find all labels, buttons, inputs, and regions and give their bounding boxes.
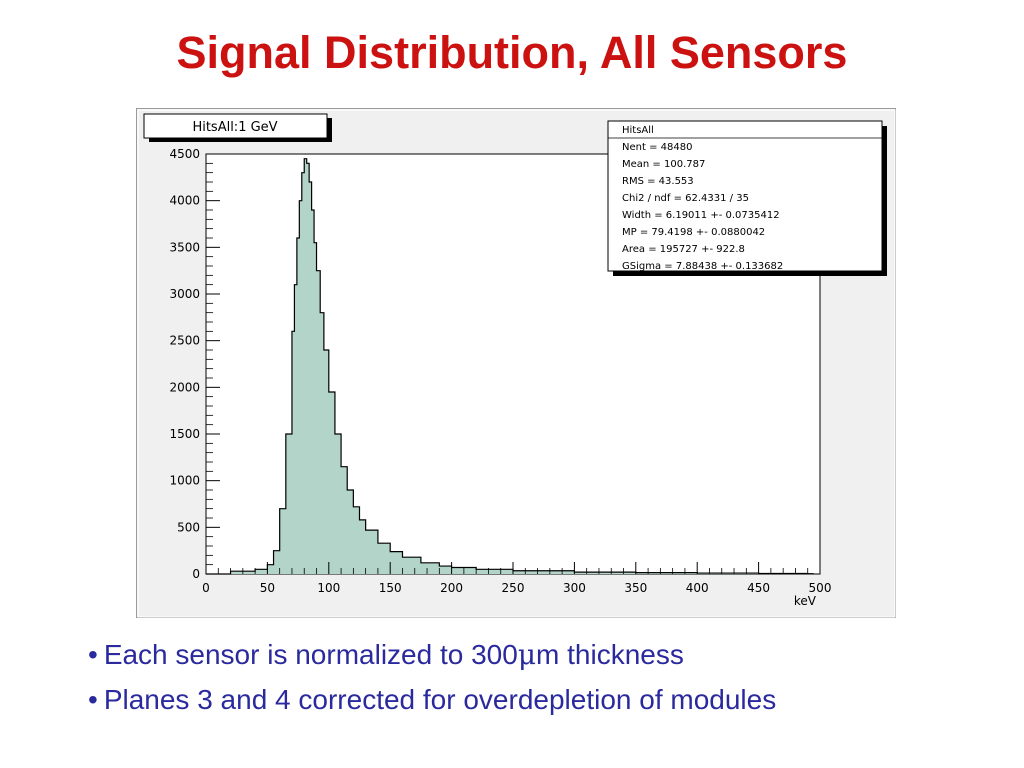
stats-line: Chi2 / ndf = 62.4331 / 35 [622,193,749,204]
slide-title: Signal Distribution, All Sensors [176,27,848,78]
x-tick-label: 200 [440,581,463,595]
y-tick-label: 4500 [169,147,200,161]
mu-symbol: μ [517,638,537,671]
x-tick-label: 100 [317,581,340,595]
y-tick-label: 4000 [169,194,200,208]
bullet-dot: • [88,639,98,670]
x-tick-label: 400 [686,581,709,595]
stats-line: Mean = 100.787 [622,159,705,170]
stats-line: Area = 195727 +- 922.8 [622,244,745,255]
bullet-suffix-1: m thickness [536,639,684,670]
y-tick-label: 500 [177,520,200,534]
y-tick-label: 3500 [169,240,200,254]
stats-line: Width = 6.19011 +- 0.0735412 [622,210,780,221]
y-tick-label: 3000 [169,287,200,301]
bullet-text-1: Each sensor is normalized to 300 [103,639,518,670]
histogram-plot: 0 500 1000 1500 2000 2500 3000 3500 4000 4500 0 50 1… [136,108,896,618]
x-tick-label: 350 [624,581,647,595]
y-tick-label: 0 [192,567,200,581]
x-tick-label: 50 [260,581,275,595]
x-tick-label: 150 [379,581,402,595]
bullet-item-1: • Each sensor is normalized to 300μm thic… [88,638,684,671]
x-tick-label: 300 [563,581,586,595]
stats-line: MP = 79.4198 +- 0.0880042 [622,227,765,238]
stats-name: HitsAll [622,125,654,136]
histogram-area [206,158,814,574]
bullet-item-2: • Planes 3 and 4 corrected for overdeplet… [88,684,776,716]
x-tick-label: 0 [202,581,210,595]
y-tick-label: 1500 [169,427,200,441]
x-tick-label: 450 [747,581,770,595]
stats-line: RMS = 43.553 [622,176,694,187]
stats-box: HitsAll Nent = 48480 Mean = 100.787 RMS = … [607,120,887,276]
x-tick-label: 250 [502,581,525,595]
stats-line: Nent = 48480 [622,142,692,153]
y-tick-label: 2000 [169,380,200,394]
histogram-title-box: HitsAll:1 GeV [143,113,332,142]
bullet-text-2: Planes 3 and 4 corrected for overdepleti… [103,684,777,715]
x-axis-label: keV [794,594,817,608]
x-tick-label: 500 [809,581,832,595]
y-tick-label: 1000 [169,474,200,488]
histogram-title: HitsAll:1 GeV [192,120,277,135]
bullet-dot: • [88,684,98,715]
stats-line: GSigma = 7.88438 +- 0.133682 [622,261,783,272]
y-tick-label: 2500 [169,334,200,348]
